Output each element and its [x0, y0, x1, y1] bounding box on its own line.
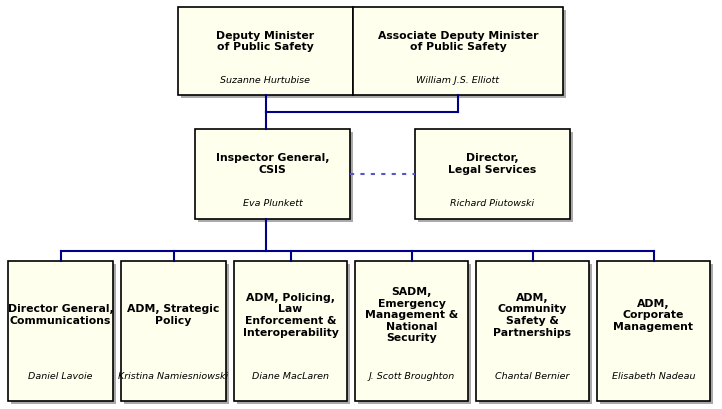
Text: SADM,
Emergency
Management &
National
Security: SADM, Emergency Management & National Se… — [365, 286, 458, 343]
Polygon shape — [418, 133, 573, 222]
Polygon shape — [237, 264, 350, 404]
Polygon shape — [8, 261, 113, 401]
Text: Richard Piutowski: Richard Piutowski — [451, 199, 534, 208]
Text: ADM, Strategic
Policy: ADM, Strategic Policy — [127, 303, 219, 325]
Text: Director General,
Communications: Director General, Communications — [8, 303, 113, 325]
Polygon shape — [479, 264, 592, 404]
Polygon shape — [358, 264, 471, 404]
Polygon shape — [355, 261, 468, 401]
Text: Elisabeth Nadeau: Elisabeth Nadeau — [612, 371, 695, 380]
Polygon shape — [600, 264, 713, 404]
Text: Daniel Lavoie: Daniel Lavoie — [28, 371, 92, 380]
Text: J. Scott Broughton: J. Scott Broughton — [368, 371, 455, 380]
Text: ADM, Policing,
Law
Enforcement &
Interoperability: ADM, Policing, Law Enforcement & Interop… — [243, 292, 339, 337]
Text: Deputy Minister
of Public Safety: Deputy Minister of Public Safety — [217, 31, 315, 52]
Polygon shape — [178, 8, 353, 96]
Text: Chantal Bernier: Chantal Bernier — [495, 371, 570, 380]
Polygon shape — [356, 11, 566, 99]
Polygon shape — [195, 130, 350, 220]
Polygon shape — [597, 261, 710, 401]
Polygon shape — [415, 130, 570, 220]
Text: ADM,
Community
Safety &
Partnerships: ADM, Community Safety & Partnerships — [494, 292, 572, 337]
Polygon shape — [124, 264, 229, 404]
Text: Eva Plunkett: Eva Plunkett — [243, 199, 303, 208]
Polygon shape — [198, 133, 353, 222]
Text: Associate Deputy Minister
of Public Safety: Associate Deputy Minister of Public Safe… — [378, 31, 538, 52]
Text: Kristina Namiesniowski: Kristina Namiesniowski — [118, 371, 229, 380]
Text: William J.S. Elliott: William J.S. Elliott — [417, 76, 500, 84]
Polygon shape — [353, 8, 563, 96]
Text: ADM,
Corporate
Management: ADM, Corporate Management — [614, 298, 694, 331]
Polygon shape — [476, 261, 589, 401]
Polygon shape — [121, 261, 226, 401]
Polygon shape — [181, 11, 356, 99]
Text: Diane MacLaren: Diane MacLaren — [252, 371, 329, 380]
Text: Suzanne Hurtubise: Suzanne Hurtubise — [220, 76, 310, 84]
Text: Director,
Legal Services: Director, Legal Services — [448, 153, 536, 175]
Polygon shape — [234, 261, 347, 401]
Polygon shape — [11, 264, 116, 404]
Text: Inspector General,
CSIS: Inspector General, CSIS — [216, 153, 329, 175]
